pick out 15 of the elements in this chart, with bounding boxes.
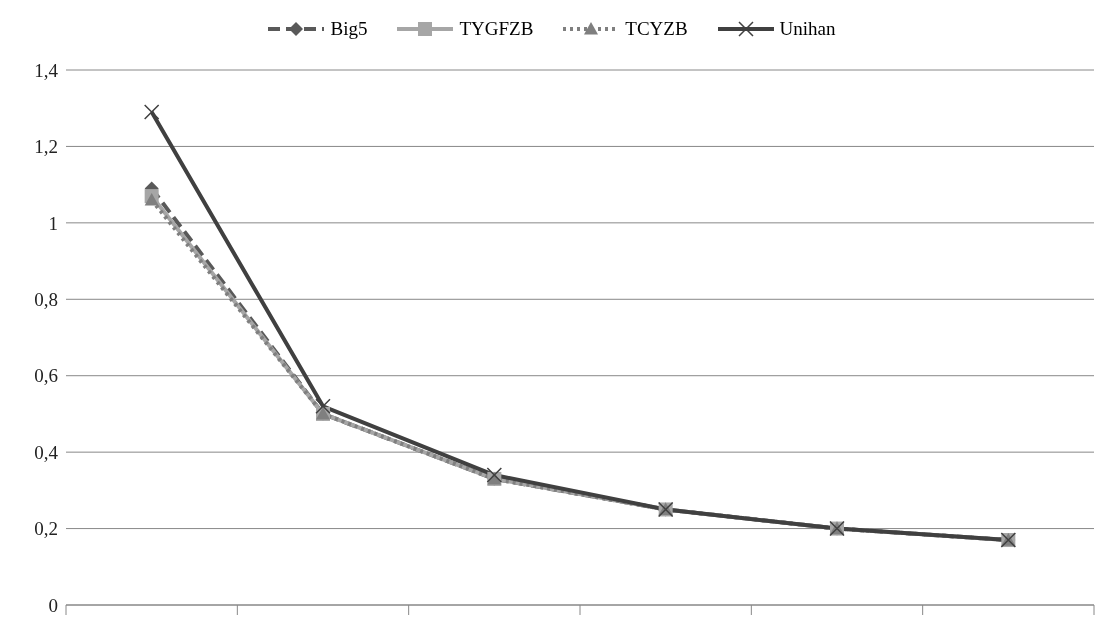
y-tick-label: 0,4 bbox=[34, 441, 59, 463]
point bbox=[486, 467, 503, 483]
y-tick-label: 0,8 bbox=[34, 289, 58, 311]
point bbox=[143, 104, 160, 120]
y-tick-label: 1,4 bbox=[34, 59, 59, 81]
legend-label: TCYZB bbox=[625, 18, 688, 40]
legend-label: TYGFZB bbox=[459, 18, 534, 40]
y-tick-label: 1,2 bbox=[34, 136, 58, 158]
point bbox=[315, 398, 331, 415]
y-tick-label: 1 bbox=[48, 212, 58, 234]
legend-label: Big5 bbox=[330, 18, 368, 40]
y-tick-label: 0,6 bbox=[34, 365, 58, 387]
legend-label: Unihan bbox=[779, 18, 836, 40]
y-tick-label: 0,2 bbox=[34, 518, 58, 540]
y-tick-label: 0 bbox=[48, 594, 58, 616]
